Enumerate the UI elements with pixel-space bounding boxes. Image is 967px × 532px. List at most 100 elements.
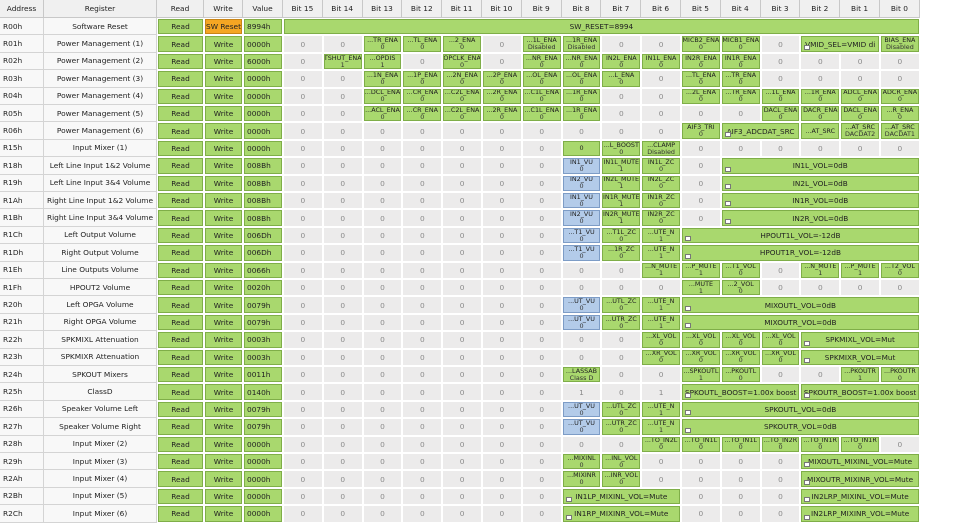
bit-field-toggle[interactable]: ...1R_ZC 0: [602, 245, 641, 261]
bit-field-toggle[interactable]: ...TO_IN1L 0: [721, 436, 760, 452]
bit-field-toggle[interactable]: ...R_ENA 0: [881, 106, 919, 122]
write-button[interactable]: Write: [205, 367, 242, 383]
bit-field-toggle[interactable]: ...XL_VOL 0: [642, 332, 680, 348]
bit-field-toggle[interactable]: ...XL_VOL 0: [721, 332, 760, 348]
read-button[interactable]: Read: [158, 488, 203, 505]
bit-field-toggle[interactable]: ...UT_VU 0: [562, 419, 601, 435]
bit-field-toggle[interactable]: ...T1_VOL 0: [721, 262, 760, 278]
read-button[interactable]: Read: [158, 175, 203, 191]
bit-field-toggle[interactable]: IN2_VU 0: [562, 175, 601, 191]
bit-field-toggle[interactable]: ...2_ENA 0: [443, 36, 481, 52]
slider-handle-icon[interactable]: [724, 183, 731, 189]
slider-handle-icon[interactable]: [804, 497, 811, 503]
bit-field-toggle[interactable]: ...UT_VU 0: [562, 314, 601, 331]
write-button[interactable]: Write: [205, 193, 242, 209]
write-button[interactable]: Write: [205, 227, 242, 244]
bit-field-toggle[interactable]: DACL_ENA 0: [761, 106, 800, 122]
write-button[interactable]: Write: [205, 88, 242, 104]
read-button[interactable]: Read: [158, 245, 203, 261]
bit-field-toggle[interactable]: ...TO_IN1R 0: [841, 436, 879, 452]
bit-field-toggle[interactable]: ...INL_VOL 0: [602, 454, 641, 470]
bit-field-toggle[interactable]: ...C1L_ENA 0: [522, 88, 561, 104]
bit-field-toggle[interactable]: ...UTL_ZC 0: [602, 297, 641, 313]
slider-handle-icon[interactable]: [685, 427, 691, 433]
field-slider[interactable]: SPKOUTR_BOOST=1.00x boost: [801, 384, 919, 400]
write-button[interactable]: Write: [205, 106, 242, 122]
slider-handle-icon[interactable]: [685, 236, 691, 242]
bit-field-toggle[interactable]: IN2R_ENA 0: [682, 53, 720, 70]
bit-field-toggle[interactable]: ...XR_VOL 0: [682, 349, 720, 365]
bit-field-toggle[interactable]: ...UTL_ZC 0: [602, 401, 641, 418]
read-button[interactable]: Read: [158, 53, 203, 70]
bit-field-toggle[interactable]: ...MUTE 1: [682, 280, 720, 296]
bit-field-toggle[interactable]: IN2L_ZC 0: [642, 175, 680, 191]
read-button[interactable]: Read: [158, 193, 203, 209]
bit-field-toggle[interactable]: IN1L_ZC 0: [642, 158, 680, 174]
slider-handle-icon[interactable]: [804, 462, 811, 468]
write-button[interactable]: Write: [205, 123, 242, 139]
bit-field-toggle[interactable]: IN1L_MUTE 1: [602, 158, 641, 174]
read-button[interactable]: Read: [158, 106, 203, 122]
write-button[interactable]: Write: [205, 506, 242, 522]
bit-field-toggle[interactable]: ...PKOUTR 0: [881, 367, 919, 383]
slider-handle-icon[interactable]: [804, 340, 811, 346]
bit-field-toggle[interactable]: ...1L_ENA Disabled: [522, 36, 561, 52]
bit-field-toggle[interactable]: ...LASSAB Class D: [562, 367, 601, 383]
bit-field-toggle[interactable]: IN2R_ZC 0: [642, 210, 680, 226]
bit-field-toggle[interactable]: IN2L_MUTE 1: [602, 175, 641, 191]
slider-handle-icon[interactable]: [724, 131, 731, 137]
field-slider[interactable]: MIXOUTR_MIXINR_VOL=Mute: [801, 471, 919, 487]
bit-field-toggle[interactable]: AIF3_TRI 0: [682, 123, 720, 139]
bit-field-toggle[interactable]: ...UTE_N 1: [642, 314, 680, 331]
bit-field-toggle[interactable]: ...UTR_ZC 0: [602, 314, 641, 331]
write-button[interactable]: Write: [205, 419, 242, 435]
bit-field-toggle[interactable]: ...AT_SRC DACDAT2: [841, 123, 879, 139]
slider-handle-icon[interactable]: [804, 514, 811, 520]
bit-field-toggle[interactable]: ...TL_ENA 0: [682, 71, 720, 87]
bit-field-toggle[interactable]: ...OPDIS 1: [363, 53, 402, 70]
bit-field-toggle[interactable]: ...TO_IN1L 0: [682, 436, 720, 452]
field-slider[interactable]: IN1R_VOL=0dB: [721, 193, 919, 209]
bit-field-toggle[interactable]: ...SPKOUTL 1: [682, 367, 720, 383]
field-slider[interactable]: SPKOUTR_VOL=0dB: [682, 419, 919, 435]
bit-field-toggle[interactable]: ...TO_IN2R 0: [761, 436, 800, 452]
bit-field-toggle[interactable]: ...T1_VU 0: [562, 227, 601, 244]
field-slider[interactable]: HPOUT1L_VOL=-12dB: [682, 227, 919, 244]
bit-field-toggle[interactable]: ...AT_SRC DACDAT1: [881, 123, 919, 139]
bit-field-toggle[interactable]: ...TR_ENA 0: [721, 88, 760, 104]
bit-field-toggle[interactable]: ...AT_SRC: [801, 123, 840, 139]
write-button[interactable]: Write: [205, 53, 242, 70]
write-button[interactable]: Write: [205, 471, 242, 487]
write-button[interactable]: Write: [205, 175, 242, 191]
bit-field-toggle[interactable]: ...C1L_ENA 0: [522, 106, 561, 122]
bit-field-toggle[interactable]: IN1R_ZC 0: [642, 193, 680, 209]
field-slider[interactable]: IN1L_VOL=0dB: [721, 158, 919, 174]
slider-handle-icon[interactable]: [685, 410, 691, 416]
bit-field-toggle[interactable]: ...P_MUTE 1: [682, 262, 720, 278]
slider-handle-icon[interactable]: [724, 201, 731, 207]
write-button[interactable]: Write: [205, 332, 242, 348]
bit-field-toggle[interactable]: ...PKOUTL 0: [721, 367, 760, 383]
read-button[interactable]: Read: [158, 332, 203, 348]
bit-field-toggle[interactable]: ...2R_ENA 0: [483, 106, 521, 122]
bit-field-toggle[interactable]: ...XL_VOL 0: [682, 332, 720, 348]
read-button[interactable]: Read: [158, 88, 203, 104]
bit-field-toggle[interactable]: ...1R_ENA 0: [562, 88, 601, 104]
bit-field-toggle[interactable]: ...TR_ENA 0: [721, 71, 760, 87]
bit-field-toggle[interactable]: ...2L_ENA 0: [682, 88, 720, 104]
bit-field-toggle[interactable]: ...C2L_ENA 0: [443, 88, 481, 104]
read-button[interactable]: Read: [158, 401, 203, 418]
bit-field-toggle[interactable]: ...C2L_ENA 0: [443, 106, 481, 122]
bit-field-toggle[interactable]: ...INR_VOL 0: [602, 471, 641, 487]
bit-field-toggle[interactable]: ...DCL_ENA 0: [363, 88, 402, 104]
bit-field-toggle[interactable]: ...PKOUTR 1: [841, 367, 879, 383]
slider-handle-icon[interactable]: [804, 392, 811, 398]
bit-field-toggle[interactable]: ...NR_ENA 0: [522, 53, 561, 70]
bit-field-toggle[interactable]: IN2L_ENA 0: [602, 53, 641, 70]
bit-field-toggle[interactable]: IN2_VU 0: [562, 210, 601, 226]
bit-field-toggle[interactable]: ...UTE_N 1: [642, 419, 680, 435]
read-button[interactable]: Read: [158, 297, 203, 313]
bit-field-toggle[interactable]: ...T1_VU 0: [562, 245, 601, 261]
bit-field-toggle[interactable]: ...OL_ENA 0: [562, 71, 601, 87]
slider-handle-icon[interactable]: [565, 497, 572, 503]
